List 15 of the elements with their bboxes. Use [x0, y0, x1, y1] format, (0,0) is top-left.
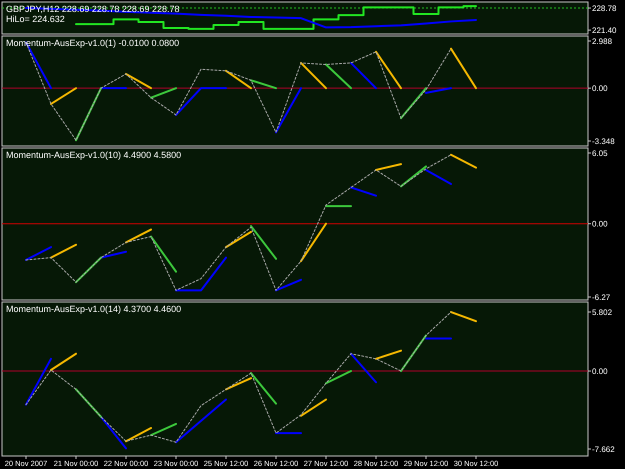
y-tick-label: 228.78 [592, 4, 618, 14]
y-tick-label: -6.27 [592, 292, 611, 302]
y-tick-label: 221.40 [592, 26, 618, 36]
y-tick-label: 0.00 [592, 220, 608, 229]
annotation: HiLo= 224.632 [6, 14, 65, 24]
y-tick-label: 0.00 [592, 367, 608, 376]
chart-title: Momentum-AusExp-v1.0(10) 4.4900 4.5800 [6, 150, 182, 160]
y-tick-label: 2.988 [592, 37, 613, 46]
y-tick-label: -7.662 [592, 445, 616, 454]
y-tick-label: 0.00 [592, 84, 608, 94]
y-tick-label: 5.802 [592, 308, 613, 317]
chart-title: Momentum-AusExp-v1.0(1) -0.0100 0.0800 [6, 38, 180, 48]
y-tick-label: -3.348 [592, 136, 616, 146]
chart-title: Momentum-AusExp-v1.0(14) 4.3700 4.4600 [6, 304, 182, 314]
y-tick-label: 6.05 [592, 149, 608, 158]
